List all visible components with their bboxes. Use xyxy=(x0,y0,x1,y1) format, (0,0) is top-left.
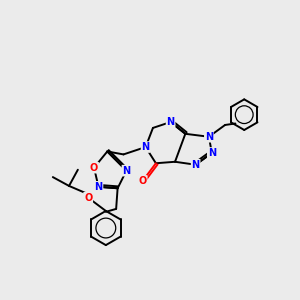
Text: N: N xyxy=(142,142,150,152)
Text: O: O xyxy=(139,176,147,186)
Text: N: N xyxy=(208,148,216,158)
Text: N: N xyxy=(122,166,130,176)
Text: N: N xyxy=(94,182,103,192)
Text: N: N xyxy=(192,160,200,170)
Text: N: N xyxy=(167,117,175,127)
Text: O: O xyxy=(84,193,92,203)
Text: N: N xyxy=(205,132,213,142)
Text: O: O xyxy=(90,163,98,173)
